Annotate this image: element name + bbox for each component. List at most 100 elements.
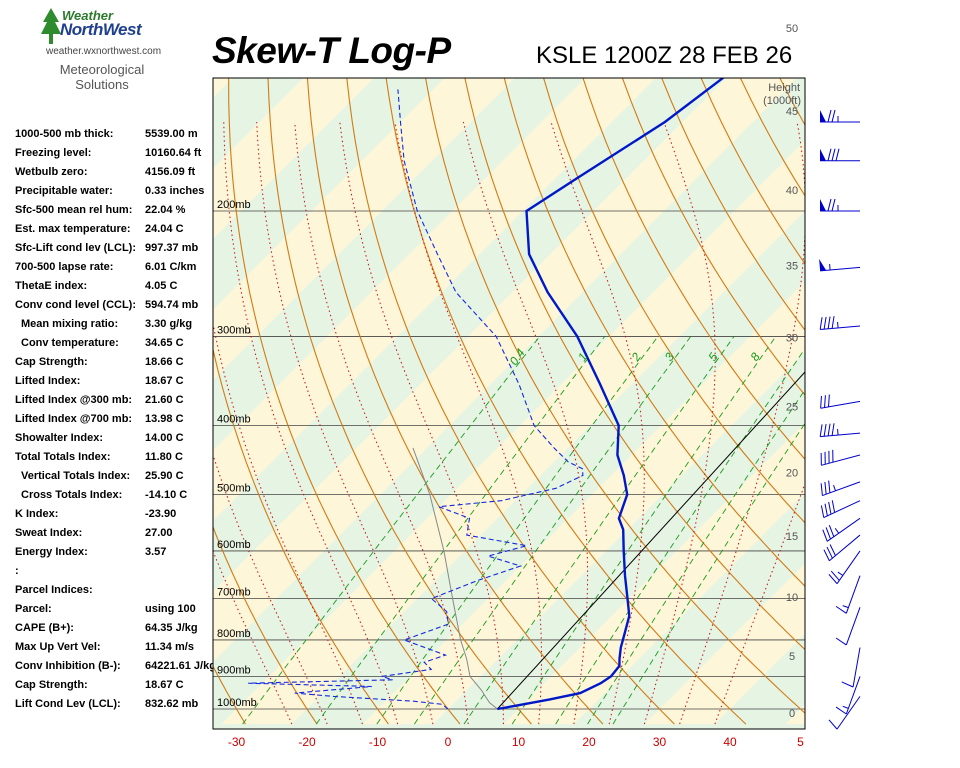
index-label: Lift Cond Lev (LCL): [15, 698, 121, 710]
index-label: Total Totals Index: [15, 451, 111, 463]
index-row: Wetbulb zero: 4156.09 ft [15, 166, 215, 185]
moist-adiabat [643, 121, 716, 725]
wind-barbs [819, 109, 861, 730]
index-row: CAPE (B+): 64.35 J/kg [15, 622, 215, 641]
temperature-band [644, 563, 805, 725]
index-label: Lifted Index: [15, 375, 81, 387]
dry-adiabat [213, 525, 318, 725]
barb-feather [827, 394, 830, 407]
index-row: ThetaE index: 4.05 C [15, 280, 215, 299]
barb-staff [852, 647, 861, 688]
subtitle-line-1: Meteorological [59, 62, 145, 77]
barb-staff [845, 676, 861, 715]
barb-feather [827, 148, 832, 161]
index-row: Total Totals Index: 11.80 C [15, 451, 215, 470]
temperature-band [213, 78, 374, 239]
dry-adiabat [503, 78, 805, 588]
index-row: Energy Index: 3.57 [15, 546, 215, 565]
pressure-label: 800mb [217, 628, 251, 640]
index-row: Parcel: using 100 [15, 603, 215, 622]
barb-feather [835, 706, 847, 715]
barb-half-feather [834, 528, 840, 534]
dry-adiabat [57, 0, 174, 724]
temperature-tick-label: 30 [653, 735, 667, 749]
index-row: Conv temperature: 34.65 C [15, 337, 215, 356]
sounding-profiles [248, 78, 805, 711]
index-value: 18.67 C [145, 679, 184, 691]
mixing-ratio-line [463, 336, 735, 725]
barb-feather [829, 544, 836, 556]
moist-adiabat [714, 482, 805, 725]
moist-adiabat [550, 121, 645, 725]
index-row: Conv Inhibition (B-): 64221.61 J/kg [15, 660, 216, 679]
temperature-band [213, 78, 233, 98]
isobar-lines [213, 210, 805, 710]
index-label: Conv temperature: [21, 337, 119, 349]
pressure-label: 1000mb [217, 697, 257, 709]
wind-barb [820, 394, 861, 409]
index-label: Parcel Indices: [15, 584, 93, 596]
wind-barb [819, 316, 861, 330]
barb-feather [831, 500, 836, 513]
index-label: Mean mixing ratio: [21, 318, 119, 330]
index-row: Cap Strength: 18.66 C [15, 356, 215, 375]
tree-logo-icon [41, 8, 61, 44]
index-row: Mean mixing ratio: 3.30 g/kg [15, 318, 215, 337]
dry-adiabat [213, 665, 246, 725]
barb-feather [835, 637, 847, 646]
index-value: 64.35 J/kg [145, 622, 198, 634]
height-axis-unit: (1000ft) [763, 95, 801, 107]
barb-staff [820, 266, 861, 272]
index-row: : [15, 565, 215, 584]
mixing-ratio-lines [242, 336, 805, 725]
index-row: Parcel Indices: [15, 584, 215, 603]
index-label: CAPE (B+): [15, 622, 74, 634]
index-value: -23.90 [145, 508, 177, 520]
station-time-label: KSLE 1200Z 28 FEB 26 [536, 42, 793, 69]
height-tick-label: 10 [786, 592, 798, 604]
index-value: 22.04 % [145, 204, 186, 216]
barb-feather [831, 316, 835, 329]
index-value: 25.90 C [145, 470, 184, 482]
index-row: Vertical Totals Index: 25.90 C [15, 470, 215, 489]
barb-feather [831, 109, 836, 123]
height-axis-title: Height [768, 82, 800, 94]
index-value: 997.37 mb [145, 242, 199, 254]
barb-half-feather [833, 484, 837, 491]
barb-feather [820, 395, 822, 409]
barb-flag [819, 258, 827, 271]
index-label: Sfc-500 mean rel hum: [15, 204, 133, 216]
barb-staff [836, 696, 861, 730]
moist-adiabat [394, 121, 542, 725]
temperature-tick-label: -30 [228, 735, 246, 749]
brand-line-2: NorthWest [60, 20, 142, 39]
barb-feather [835, 605, 847, 614]
index-value: 0.33 inches [145, 185, 205, 197]
chart-title: Skew-T Log-P [212, 30, 451, 71]
barb-staff [820, 400, 861, 409]
index-label: Precipitable water: [15, 185, 113, 197]
moist-adiabat [213, 321, 363, 725]
dry-adiabat [543, 78, 805, 524]
height-tick-label: 45 [786, 106, 798, 118]
barb-feather [835, 148, 840, 161]
dewpoint-line [248, 89, 584, 710]
pressure-label: 600mb [217, 539, 251, 551]
subtitle-line-2: Solutions [75, 77, 129, 92]
mixing-ratio-line [511, 336, 777, 725]
dry-adiabat [346, 78, 675, 725]
barb-feather [827, 109, 832, 123]
barb-feather [828, 719, 838, 730]
index-row: Precipitable water: 0.33 inches [15, 185, 215, 204]
adiabat-lines [57, 0, 805, 725]
barb-staff [823, 500, 861, 519]
index-label: Showalter Index: [15, 432, 104, 444]
dry-adiabat [464, 78, 805, 651]
parcel-line [496, 371, 805, 710]
barb-staff [826, 517, 861, 542]
temperature-tick-label: 10 [512, 735, 526, 749]
barb-feather [820, 505, 825, 518]
website-link[interactable]: weather.wxnorthwest.com [46, 46, 162, 57]
index-label: Lifted Index @300 mb: [15, 394, 133, 406]
